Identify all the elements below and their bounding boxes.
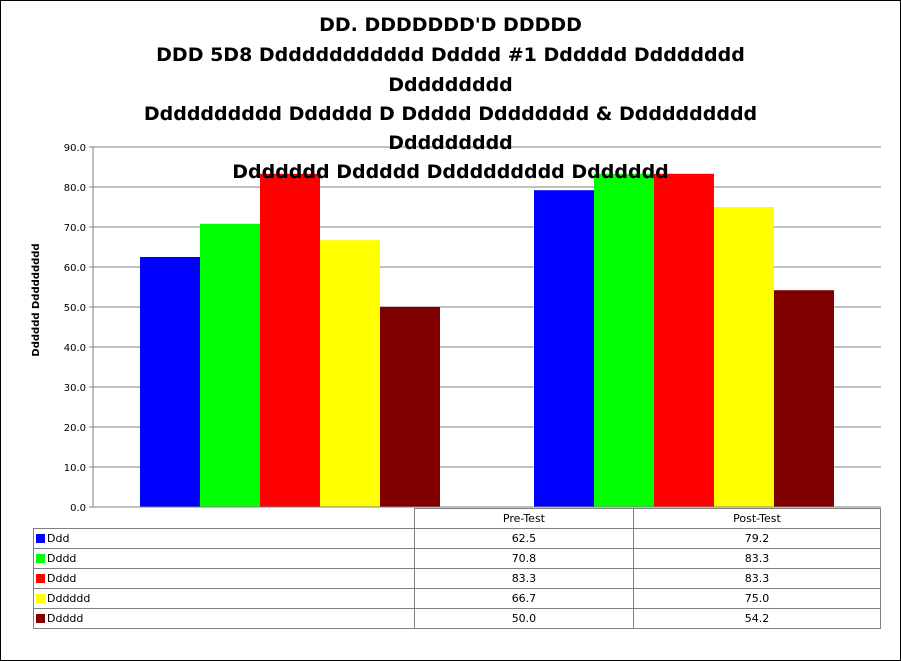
y-tick-label: 20.0 <box>64 423 86 434</box>
y-tick-label: 70.0 <box>64 223 86 234</box>
legend-label: Dddd <box>47 552 77 565</box>
data-table-row: Ddddd 50.0 54.2 <box>33 608 882 629</box>
y-tick-label: 60.0 <box>64 263 86 274</box>
legend-label: Ddddd <box>47 612 84 625</box>
data-table-value: 70.8 <box>413 548 634 569</box>
chart-title-line-4: Dddddddddd Dddddd D Ddddd Dddddddd & Ddd… <box>143 103 758 125</box>
data-table-row: Dddd 70.8 83.3 <box>33 548 882 569</box>
legend-swatch <box>36 594 45 603</box>
legend-entry: Ddddd <box>33 608 415 629</box>
chart-title-line-5: Ddddddddd <box>388 132 513 154</box>
bar <box>714 207 774 507</box>
bar <box>654 173 714 508</box>
legend-swatch <box>36 614 45 623</box>
data-table-value: 83.3 <box>632 548 882 569</box>
legend-label: Dddddd <box>47 592 91 605</box>
data-table-value: 83.3 <box>632 568 882 589</box>
bar <box>320 240 380 507</box>
legend-swatch <box>36 554 45 563</box>
legend-entry: Dddddd <box>33 588 415 609</box>
bar <box>260 173 320 508</box>
data-table-value: 79.2 <box>632 528 882 549</box>
bar <box>200 223 260 508</box>
bar <box>140 257 200 507</box>
data-table-row: Dddddd 66.7 75.0 <box>33 588 882 609</box>
legend-entry: Dddd <box>33 548 415 569</box>
legend-entry: Ddd <box>33 528 415 549</box>
y-tick-label: 30.0 <box>64 383 86 394</box>
y-tick-label: 80.0 <box>64 183 86 194</box>
chart-title-line-1: DD. DDDDDDD'D DDDDD <box>319 14 582 36</box>
data-table-category-header: Post-Test <box>632 508 882 529</box>
y-tick-label: 10.0 <box>64 463 86 474</box>
data-table-value: 50.0 <box>413 608 634 629</box>
bar <box>534 190 594 507</box>
data-table-value: 62.5 <box>413 528 634 549</box>
y-tick-label: 40.0 <box>64 343 86 354</box>
chart-title-line-6: Ddddddd Dddddd Dddddddddd Ddddddd <box>232 161 669 183</box>
data-table-header-row: Pre-Test Post-Test <box>33 508 882 529</box>
bar <box>774 290 834 507</box>
chart-title-line-3: Ddddddddd <box>388 74 513 96</box>
legend-swatch <box>36 534 45 543</box>
legend-label: Dddd <box>47 572 77 585</box>
y-axis-label: Dddddd Ddddddddd <box>31 243 42 356</box>
data-table-value: 83.3 <box>413 568 634 589</box>
y-tick-label: 50.0 <box>64 303 86 314</box>
y-tick-label: 90.0 <box>64 143 86 154</box>
bar <box>380 307 440 507</box>
legend-label: Ddd <box>47 532 70 545</box>
data-table-corner <box>33 508 415 529</box>
data-table-category-header: Pre-Test <box>413 508 634 529</box>
bar <box>594 173 654 508</box>
data-table-row: Ddd 62.5 79.2 <box>33 528 882 549</box>
legend-entry: Dddd <box>33 568 415 589</box>
data-table-row: Dddd 83.3 83.3 <box>33 568 882 589</box>
data-table: Pre-Test Post-Test Ddd 62.5 79.2 Dddd 70.8 83… <box>33 508 882 629</box>
chart-title-line-2: DDD 5D8 Dddddddddddd Ddddd #1 Dddddd Ddd… <box>156 44 745 66</box>
legend-swatch <box>36 574 45 583</box>
data-table-value: 66.7 <box>413 588 634 609</box>
data-table-value: 75.0 <box>632 588 882 609</box>
data-table-value: 54.2 <box>632 608 882 629</box>
